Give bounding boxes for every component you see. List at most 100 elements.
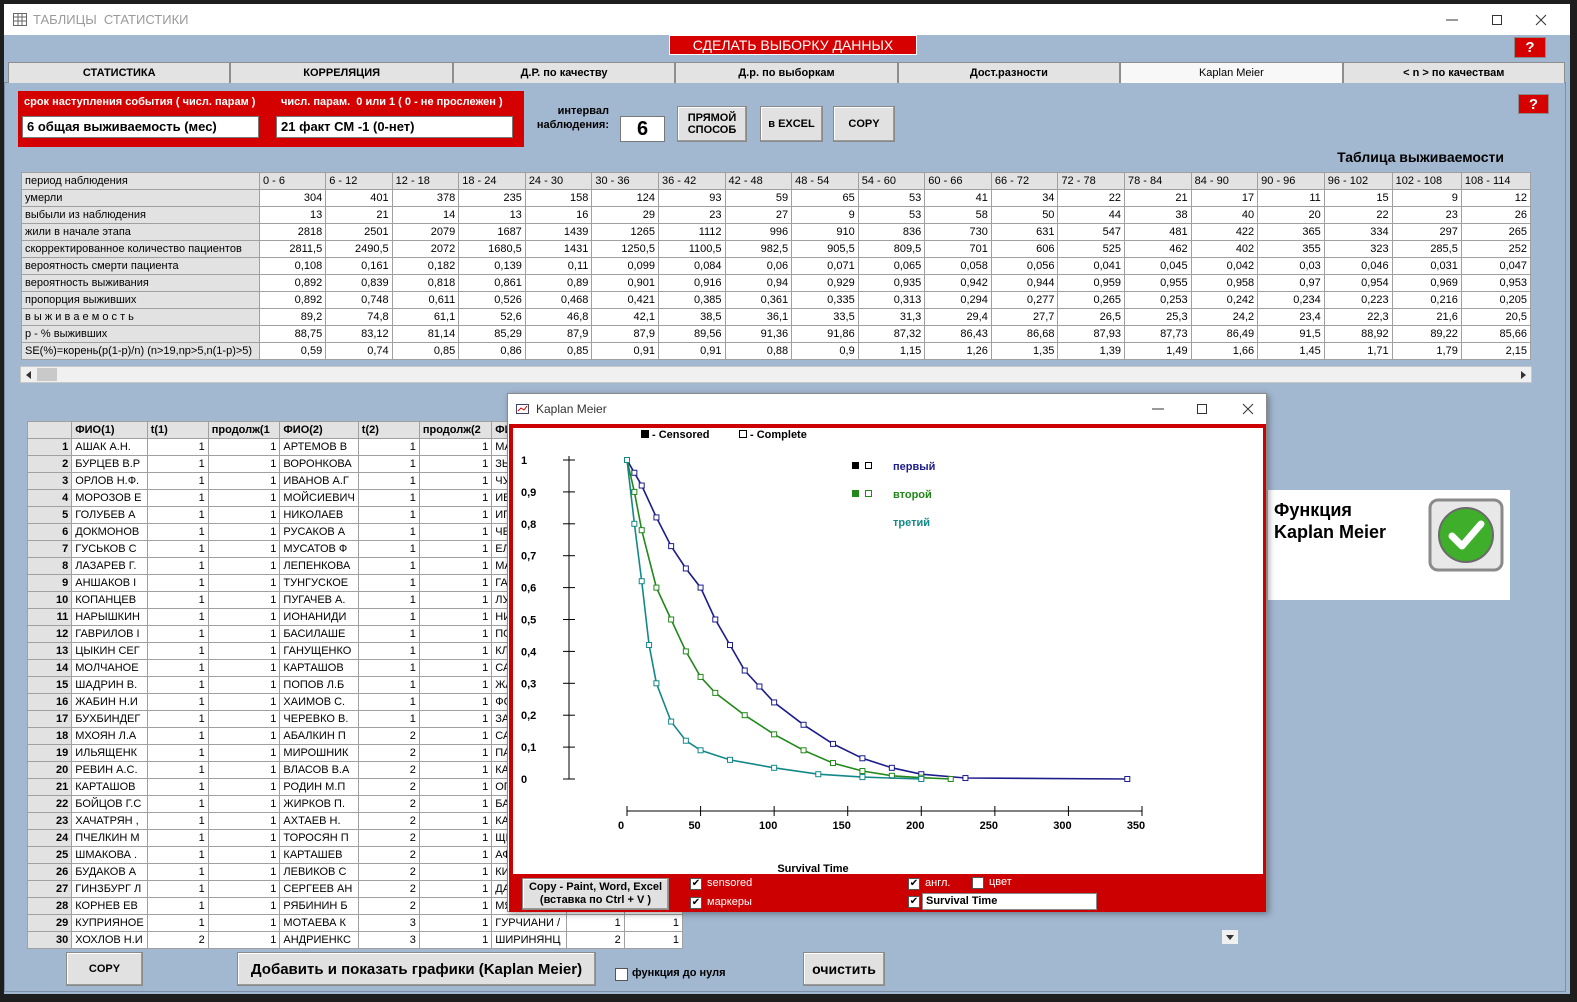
- tab[interactable]: Kaplan Meier: [1120, 62, 1343, 83]
- cell: ГУРЧИАНИ /: [491, 914, 567, 932]
- point-marker: [756, 683, 763, 690]
- function-title-line: Функция: [1274, 500, 1352, 520]
- option-checkbox[interactable]: ✔: [690, 897, 702, 909]
- v-scroll-down[interactable]: [1222, 930, 1238, 944]
- axis-title-checkbox[interactable]: ✔: [908, 896, 920, 908]
- cell: 1: [418, 523, 493, 541]
- point-marker: [727, 756, 733, 763]
- cell: 1: [418, 506, 493, 524]
- tab[interactable]: КОРРЕЛЯЦИЯ: [230, 62, 453, 83]
- cell: 1: [418, 829, 493, 847]
- cell: 0,9: [791, 342, 859, 360]
- scroll-thumb[interactable]: [37, 368, 57, 381]
- row-label: в ы ж и в а е м о с т ь: [21, 308, 260, 326]
- cell: ГУСЬКОВ С: [71, 540, 148, 558]
- excel-button[interactable]: в EXCEL: [760, 106, 823, 142]
- status-field[interactable]: 21 факт СМ -1 (0-нет): [276, 116, 513, 138]
- cell: 1: [418, 574, 493, 592]
- cell: 86,68: [990, 325, 1059, 343]
- cell: 0,084: [657, 257, 726, 275]
- cell: РЕВИН А.С.: [71, 761, 148, 779]
- cell: 0,955: [1124, 274, 1192, 292]
- cell: 1: [207, 591, 281, 609]
- header-cell: 90 - 96: [1257, 172, 1325, 190]
- cell: 1,35: [990, 342, 1059, 360]
- to-zero-checkbox[interactable]: [615, 968, 628, 981]
- tab[interactable]: Д.р. по выборкам: [675, 62, 898, 83]
- dialog-controls[interactable]: [1148, 401, 1260, 417]
- cell: 0,892: [258, 291, 327, 309]
- dialog-title: Kaplan Meier: [536, 402, 607, 416]
- interval-label-line: наблюдения:: [536, 119, 609, 131]
- series-line: [626, 459, 951, 780]
- sample-button[interactable]: СДЕЛАТЬ ВЫБОРКУ ДАННЫХ: [669, 35, 917, 55]
- row-number: 18: [27, 727, 73, 745]
- cell: 0,216: [1391, 291, 1462, 309]
- help-button[interactable]: ?: [1514, 37, 1546, 58]
- tab[interactable]: СТАТИСТИКА: [8, 62, 231, 83]
- cell: 52,6: [458, 308, 526, 326]
- cell: 42,1: [591, 308, 659, 326]
- cell: ШАДРИН В.: [71, 676, 148, 694]
- cell: 0,099: [591, 257, 659, 275]
- point-marker: [646, 642, 653, 649]
- header-cell: продолж(2: [418, 421, 493, 439]
- option-checkbox[interactable]: ✔: [908, 878, 920, 890]
- point-marker: [1124, 776, 1131, 782]
- event-time-field[interactable]: 6 общая выживаемость (мес): [22, 116, 259, 138]
- copy-chart-button[interactable]: Copy - Paint, Word, Excel (вставка по Ctr…: [522, 878, 669, 910]
- option-label: маркеры: [707, 896, 752, 908]
- help-button[interactable]: ?: [1518, 94, 1549, 114]
- cell: ИЛЬЯЩЕНК: [71, 744, 148, 762]
- cell: 0,935: [857, 274, 926, 292]
- arrow: [1226, 935, 1234, 940]
- clear-button[interactable]: очистить: [803, 952, 885, 986]
- cell: 2079: [391, 223, 460, 241]
- interval-field[interactable]: 6: [620, 116, 665, 142]
- point-marker: [638, 578, 645, 585]
- cell: 0,959: [1057, 274, 1126, 292]
- cell: ПОПОВ Л.Б: [279, 676, 359, 694]
- cell: ВОРОНКОВА: [279, 455, 359, 473]
- y-tick-label: 0: [521, 774, 527, 786]
- table-row: 29 КУПРИЯНОЕ 1 1 МОТАЕВА К 3 1 ГУРЧИАНИ /1 1: [27, 914, 683, 932]
- copy-button[interactable]: COPY: [833, 106, 895, 142]
- direct-button[interactable]: ПРЯМОЙ СПОСОБ: [677, 106, 747, 142]
- cell: 1: [357, 557, 420, 575]
- option-checkbox[interactable]: ✔: [690, 878, 702, 890]
- cell: 1: [207, 795, 281, 813]
- row-number: 12: [27, 625, 73, 643]
- h-scrollbar[interactable]: [20, 366, 1532, 383]
- cell: 1: [418, 931, 493, 949]
- option-checkbox[interactable]: [972, 877, 984, 889]
- cell: 1: [146, 761, 209, 779]
- add-button[interactable]: Добавить и показать графики (Kaplan Meie…: [237, 952, 596, 986]
- tab[interactable]: < n > по качествам: [1342, 62, 1565, 83]
- scroll-right[interactable]: [1518, 370, 1528, 380]
- check-icon[interactable]: [1428, 498, 1504, 572]
- cell: АХТАЕВ Н.: [279, 812, 359, 830]
- cell: 1: [146, 846, 209, 864]
- cell: 1: [207, 897, 281, 915]
- window-controls[interactable]: [1444, 12, 1556, 28]
- cell: 22: [1057, 189, 1126, 207]
- cell: 2: [357, 829, 420, 847]
- point-marker: [631, 469, 638, 476]
- cell: НАРЫШКИН: [71, 608, 148, 626]
- cell: 91,86: [791, 325, 859, 343]
- cell: 1: [357, 438, 420, 456]
- y-tick-label: 0,2: [521, 710, 536, 722]
- axis-title-input[interactable]: Survival Time: [922, 893, 1097, 910]
- cell: 158: [524, 189, 593, 207]
- cell: 1: [207, 438, 281, 456]
- interval-label: интервал наблюдения:: [529, 104, 609, 140]
- tab[interactable]: Дост.разности: [897, 62, 1121, 83]
- cell: 1: [418, 727, 493, 745]
- cell: 86,49: [1190, 325, 1259, 343]
- cell: 1,49: [1124, 342, 1192, 360]
- cell: 422: [1190, 223, 1259, 241]
- copy-button[interactable]: COPY: [66, 952, 143, 986]
- scroll-left[interactable]: [24, 370, 34, 380]
- cell: ШМАКОВА .: [71, 846, 148, 864]
- tab[interactable]: Д.Р. по качеству: [452, 62, 676, 83]
